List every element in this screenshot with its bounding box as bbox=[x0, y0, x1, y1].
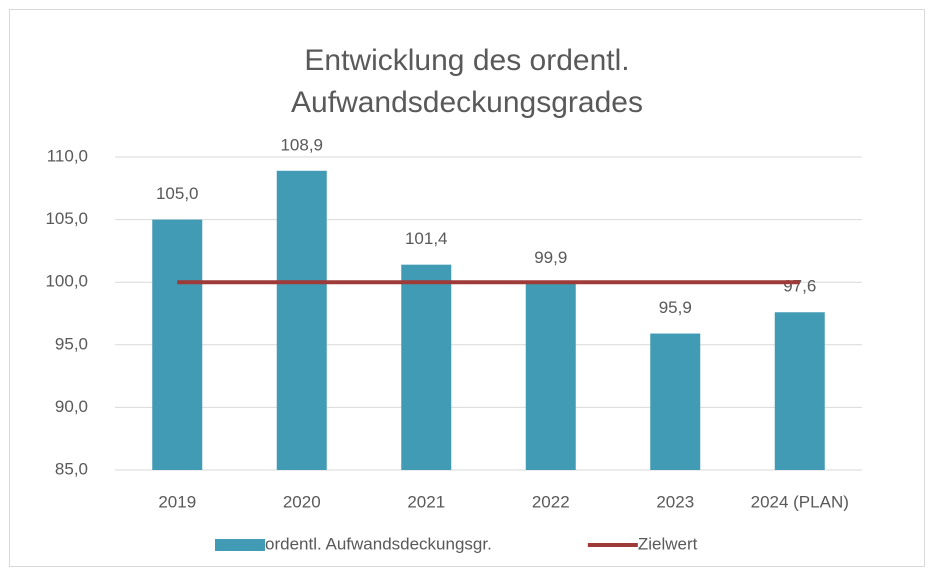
chart-title: Aufwandsdeckungsgrades bbox=[291, 86, 643, 119]
bar bbox=[152, 219, 203, 470]
data-label: 97,6 bbox=[783, 277, 816, 296]
data-label: 101,4 bbox=[405, 229, 448, 248]
bar bbox=[401, 264, 452, 470]
x-tick-label: 2022 bbox=[532, 492, 570, 511]
y-tick-label: 100,0 bbox=[45, 272, 88, 291]
x-tick-label: 2021 bbox=[407, 492, 445, 511]
data-label: 99,9 bbox=[534, 248, 567, 267]
y-tick-label: 90,0 bbox=[55, 397, 88, 416]
y-tick-label: 95,0 bbox=[55, 334, 88, 353]
y-tick-label: 110,0 bbox=[47, 146, 88, 165]
y-tick-label: 105,0 bbox=[45, 209, 88, 228]
legend-label: ordentl. Aufwandsdeckungsgr. bbox=[265, 534, 492, 553]
x-tick-label: 2020 bbox=[283, 492, 321, 511]
bar bbox=[276, 170, 327, 470]
bar bbox=[525, 283, 576, 470]
legend-swatch bbox=[215, 539, 265, 551]
x-tick-label: 2024 (PLAN) bbox=[751, 492, 849, 511]
data-label: 95,9 bbox=[659, 298, 692, 317]
legend-label: Zielwert bbox=[638, 534, 698, 553]
x-tick-label: 2019 bbox=[158, 492, 196, 511]
bar bbox=[650, 333, 701, 470]
y-tick-label: 85,0 bbox=[55, 459, 88, 478]
bar bbox=[774, 312, 825, 470]
data-label: 105,0 bbox=[156, 184, 199, 203]
chart-title: Entwicklung des ordentl. bbox=[304, 44, 629, 77]
data-label: 108,9 bbox=[280, 135, 323, 154]
x-tick-label: 2023 bbox=[656, 492, 694, 511]
